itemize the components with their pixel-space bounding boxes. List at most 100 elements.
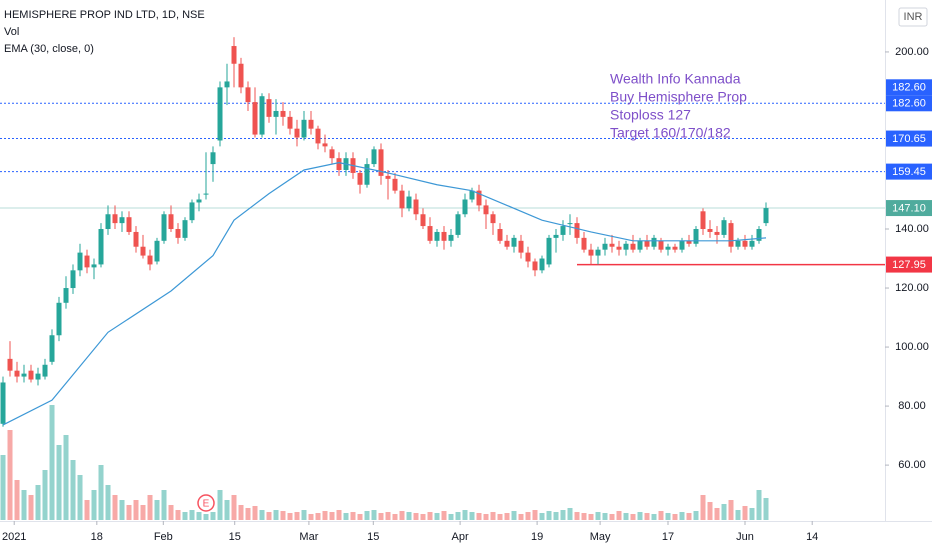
volume-bar [280, 511, 286, 520]
volume-bar [700, 495, 706, 520]
candle-body [329, 149, 335, 159]
event-label: E [203, 499, 210, 510]
volume-bar [84, 500, 90, 520]
volume-bar [763, 498, 769, 520]
candle-body [637, 240, 643, 250]
y-tick-label: 100.00 [895, 341, 929, 353]
volume-bar [441, 511, 447, 520]
price-label-box [886, 256, 932, 273]
candle-body [56, 302, 62, 336]
candle-body [420, 214, 426, 227]
candle-body [679, 240, 685, 250]
candle-body [476, 190, 482, 206]
volume-bar [217, 490, 223, 520]
volume-bar [721, 504, 727, 520]
currency[interactable]: INR [904, 11, 923, 23]
volume-bar [266, 512, 272, 520]
candle-body [735, 240, 741, 247]
price-label: 147.10 [892, 202, 926, 214]
volume-bar [336, 510, 342, 520]
annotation: Target 160/170/182 [610, 125, 731, 141]
candle-body [721, 220, 727, 235]
candle-body [686, 240, 692, 244]
candle-body [224, 81, 230, 88]
volume-bar [595, 512, 601, 520]
candle-body [399, 190, 405, 209]
candle-body [119, 217, 125, 224]
volume-bar [273, 510, 279, 520]
candle-body [357, 172, 363, 185]
volume-bar [364, 511, 370, 520]
volume-bar [350, 512, 356, 520]
volume-bar [476, 513, 482, 520]
price-label-box [886, 79, 932, 96]
candle-body [602, 243, 608, 250]
candle-body [651, 237, 657, 247]
volume-bar [651, 514, 657, 520]
volume-bar [203, 514, 209, 520]
volume-bar [0, 455, 6, 520]
volume-bar [168, 505, 174, 520]
volume-bar [378, 513, 384, 520]
volume-bar [28, 495, 34, 520]
volume-bar [749, 508, 755, 520]
candle-body [560, 226, 566, 235]
volume-bar [693, 511, 699, 520]
candle-body [301, 119, 307, 138]
volume-bar [287, 513, 293, 520]
legend-ema: EMA (30, close, 0) [4, 43, 94, 55]
legend-title: HEMISPHERE PROP IND LTD, 1D, NSE [4, 9, 205, 21]
volume-bar [329, 512, 335, 520]
candle-body [462, 199, 468, 215]
x-tick-label: Mar [299, 531, 318, 543]
volume-bar [756, 490, 762, 520]
volume-bar [686, 513, 692, 520]
volume-bar [455, 512, 461, 520]
y-tick-label: 120.00 [895, 282, 929, 294]
x-tick-label: 14 [806, 531, 818, 543]
candle-body [245, 87, 251, 103]
candle-body [126, 217, 132, 232]
annotation: Buy Hemisphere Prop [610, 89, 747, 105]
volume-bar [147, 495, 153, 520]
candle-body [266, 99, 272, 117]
candle-body [504, 240, 510, 247]
candle-body [231, 46, 237, 64]
candle-body [35, 373, 41, 380]
volume-bar [574, 512, 580, 520]
volume-bar [259, 510, 265, 520]
volume-bar [539, 513, 545, 520]
volume-bar [406, 512, 412, 520]
volume-bar [427, 512, 433, 520]
candle-body [525, 252, 531, 262]
candle-body [469, 190, 475, 200]
candle-body [707, 229, 713, 232]
candle-body [483, 205, 489, 215]
volume-bar [210, 512, 216, 520]
volume-bar [707, 502, 713, 520]
volume-bar [126, 505, 132, 520]
y-tick-label: 140.00 [895, 223, 929, 235]
currency-box[interactable] [898, 7, 928, 27]
volume-bar [231, 495, 237, 520]
candle-body [7, 358, 13, 371]
volume-bar [385, 512, 391, 520]
candle-body [196, 199, 202, 203]
volume-bar [371, 510, 377, 520]
volume-bar [644, 513, 650, 520]
x-tick-label: 19 [531, 531, 543, 543]
candle-body [434, 231, 440, 241]
candle-body [133, 231, 139, 247]
candle-body [238, 63, 244, 88]
candle-body [252, 102, 258, 135]
candle-body [672, 246, 678, 250]
candle-body [588, 249, 594, 256]
volume-bar [560, 510, 566, 520]
x-tick-label: 17 [662, 531, 674, 543]
volume-bar [511, 511, 517, 520]
candle-body [644, 240, 650, 247]
volume-bar [35, 485, 41, 520]
volume-bar [77, 475, 83, 520]
candle-body [742, 240, 748, 247]
